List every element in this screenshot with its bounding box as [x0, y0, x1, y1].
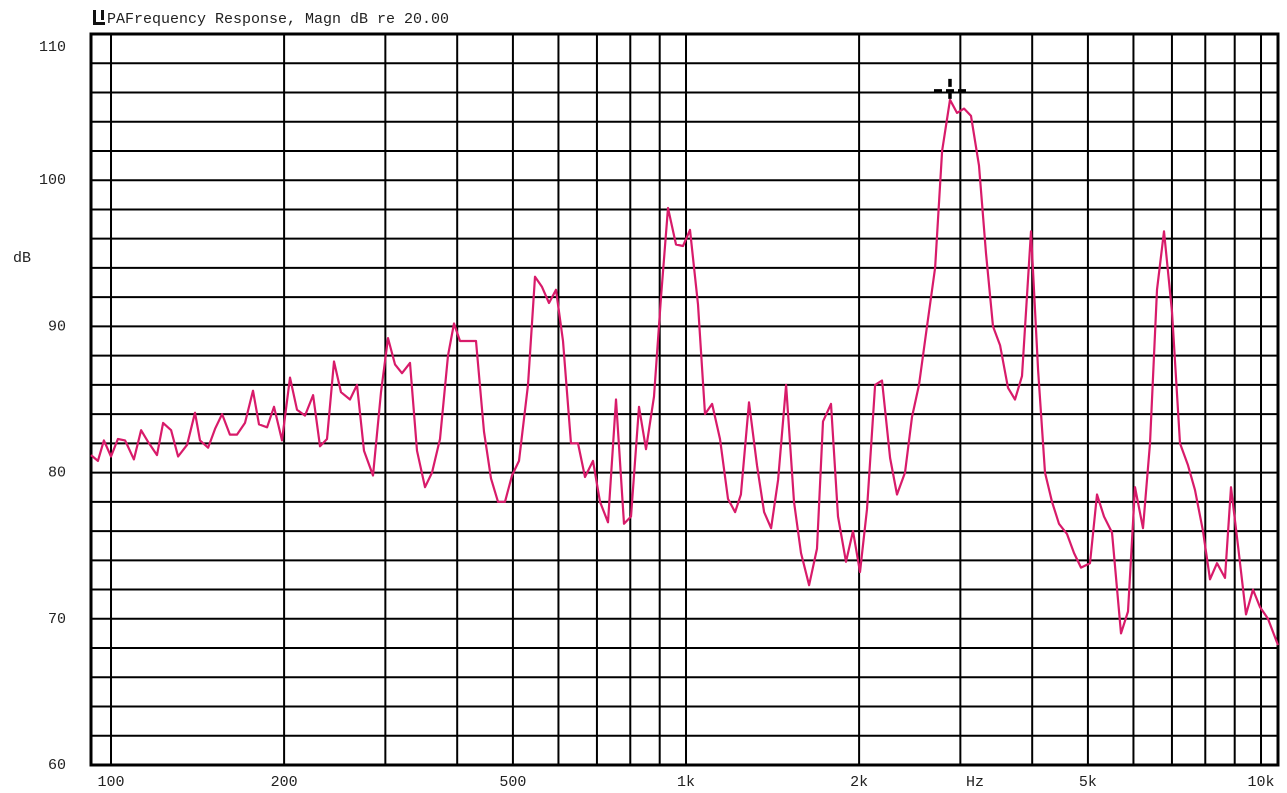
x-tick-label: 1k: [677, 774, 695, 791]
y-tick-label: 60: [48, 757, 66, 774]
x-tick-label: 100: [98, 774, 125, 791]
y-tick-label: 110: [39, 39, 66, 56]
y-tick-label: 90: [48, 318, 66, 335]
y-axis-label: dB: [13, 250, 31, 267]
response-line: [90, 98, 1280, 646]
title-icon: [93, 10, 105, 25]
plot-frame: [89, 32, 1280, 767]
x-tick-label: 5k: [1079, 774, 1097, 791]
y-tick-label: 80: [48, 465, 66, 482]
x-tick-label: 10k: [1248, 774, 1275, 791]
x-tick-label: 500: [499, 774, 526, 791]
x-tick-label: 200: [271, 774, 298, 791]
x-tick-label: 2k: [850, 774, 868, 791]
cursor-marker: [933, 78, 966, 103]
x-axis-label: Hz: [966, 774, 984, 791]
y-tick-label: 100: [39, 172, 66, 189]
y-tick-label: 70: [48, 611, 66, 628]
chart-title: PAFrequency Response, Magn dB re 20.00: [107, 11, 449, 28]
